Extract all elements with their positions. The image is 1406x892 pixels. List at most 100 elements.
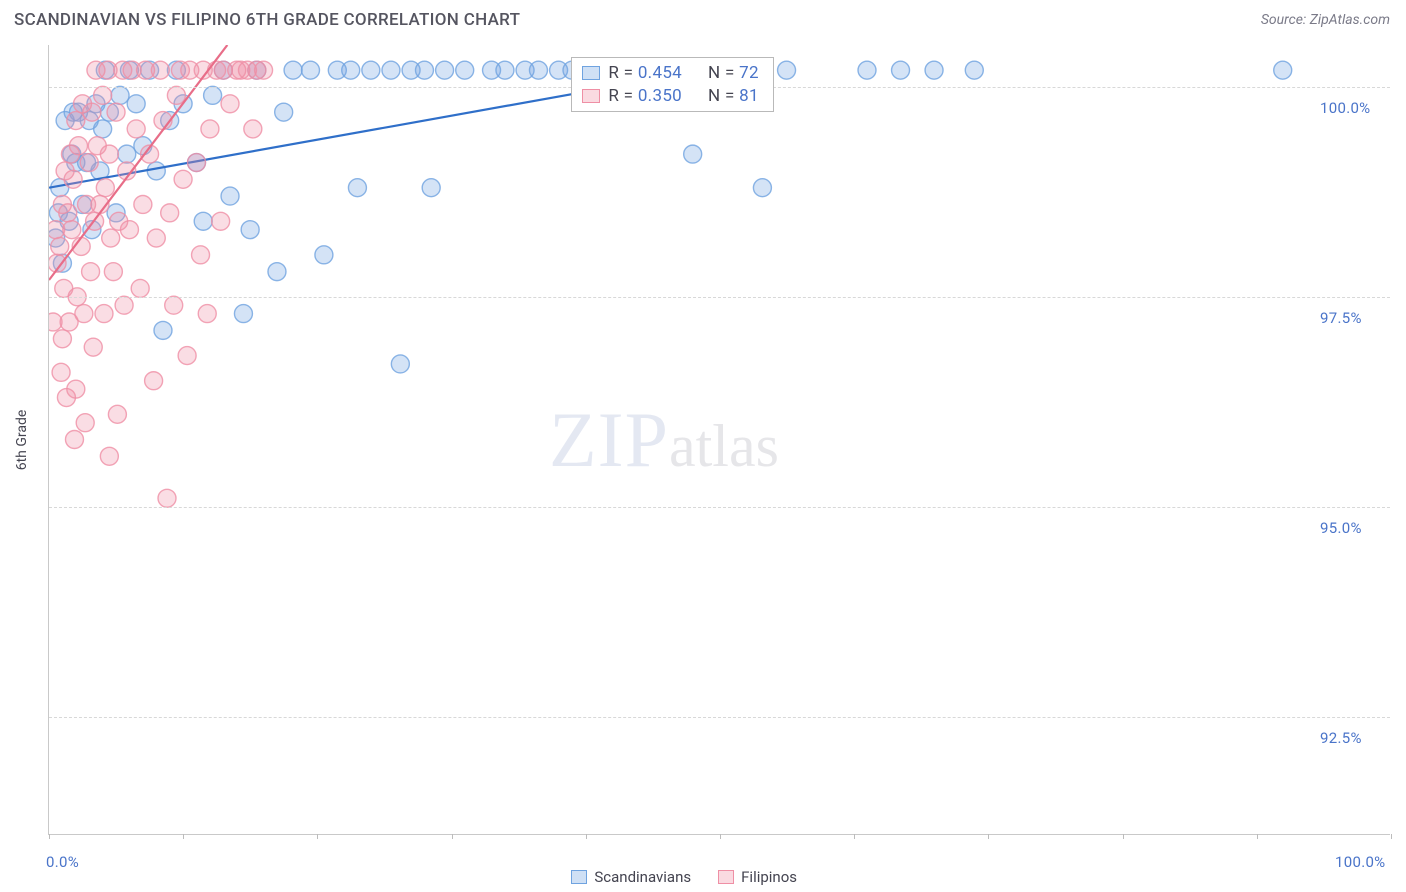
scatter-point bbox=[422, 179, 440, 197]
scatter-point bbox=[201, 120, 219, 138]
scatter-point bbox=[107, 204, 125, 222]
scatter-point bbox=[115, 296, 133, 314]
scatter-point bbox=[83, 221, 101, 239]
scatter-point bbox=[65, 431, 83, 449]
scatter-point bbox=[91, 162, 109, 180]
scatter-point bbox=[118, 145, 136, 163]
scatter-point bbox=[134, 137, 152, 155]
x-tick bbox=[586, 834, 587, 839]
scatter-point bbox=[57, 389, 75, 407]
scatter-point bbox=[100, 103, 118, 121]
scatter-point bbox=[382, 61, 400, 79]
scatter-point bbox=[51, 237, 69, 255]
scatter-point bbox=[108, 405, 126, 423]
x-tick bbox=[49, 834, 50, 839]
scatter-point bbox=[94, 86, 112, 104]
gridline bbox=[49, 297, 1390, 298]
scatter-point bbox=[402, 61, 420, 79]
scatter-point bbox=[154, 321, 172, 339]
watermark: ZIPatlas bbox=[549, 395, 779, 485]
scatter-point bbox=[87, 95, 105, 113]
scatter-point bbox=[61, 145, 79, 163]
scatter-point bbox=[94, 120, 112, 138]
scatter-point bbox=[111, 86, 129, 104]
scatter-point bbox=[965, 61, 983, 79]
scatter-point bbox=[74, 95, 92, 113]
scatter-point bbox=[114, 61, 132, 79]
scatter-point bbox=[214, 61, 232, 79]
scatter-point bbox=[161, 112, 179, 130]
scatter-point bbox=[208, 61, 226, 79]
scatter-point bbox=[96, 179, 114, 197]
legend-swatch bbox=[718, 870, 734, 884]
scatter-point bbox=[362, 61, 380, 79]
scatter-point bbox=[83, 103, 101, 121]
scatter-point bbox=[516, 61, 534, 79]
scatter-point bbox=[221, 95, 239, 113]
scatter-point bbox=[127, 120, 145, 138]
scatter-point bbox=[158, 489, 176, 507]
scatter-point bbox=[104, 263, 122, 281]
scatter-point bbox=[53, 330, 71, 348]
scatter-point bbox=[684, 145, 702, 163]
x-tick bbox=[1123, 834, 1124, 839]
scatter-point bbox=[123, 61, 141, 79]
scatter-point bbox=[110, 212, 128, 230]
scatter-point bbox=[181, 61, 199, 79]
scatter-point bbox=[100, 145, 118, 163]
scatter-point bbox=[1274, 61, 1292, 79]
scatter-point bbox=[137, 61, 155, 79]
scatter-point bbox=[49, 221, 65, 239]
scatter-point bbox=[214, 61, 232, 79]
scatter-point bbox=[415, 61, 433, 79]
scatter-point bbox=[131, 279, 149, 297]
chart-title: SCANDINAVIAN VS FILIPINO 6TH GRADE CORRE… bbox=[14, 10, 520, 30]
scatter-point bbox=[88, 137, 106, 155]
scatter-point bbox=[80, 112, 98, 130]
scatter-point bbox=[49, 254, 66, 272]
legend-swatch bbox=[571, 870, 587, 884]
y-tick-label: 97.5% bbox=[1320, 309, 1394, 327]
scatter-point bbox=[151, 61, 169, 79]
scatter-point bbox=[118, 162, 136, 180]
scatter-point bbox=[255, 61, 273, 79]
scatter-point bbox=[55, 279, 73, 297]
scatter-point bbox=[67, 154, 85, 172]
scatter-point bbox=[858, 61, 876, 79]
scatter-point bbox=[275, 103, 293, 121]
y-tick-label: 95.0% bbox=[1320, 519, 1394, 537]
scatter-point bbox=[212, 212, 230, 230]
x-tick bbox=[452, 834, 453, 839]
scatter-point bbox=[194, 61, 212, 79]
scatter-point bbox=[198, 305, 216, 323]
scatter-point bbox=[483, 61, 501, 79]
scatter-point bbox=[192, 246, 210, 264]
scatter-point bbox=[102, 229, 120, 247]
gridline bbox=[49, 507, 1390, 508]
scatter-point bbox=[72, 237, 90, 255]
x-label-right: 100.0% bbox=[1335, 853, 1385, 871]
scatter-point bbox=[96, 61, 114, 79]
scatter-point bbox=[147, 162, 165, 180]
scatter-point bbox=[174, 170, 192, 188]
scatter-point bbox=[99, 61, 117, 79]
scatter-point bbox=[248, 61, 266, 79]
scatter-point bbox=[348, 179, 366, 197]
scatter-point bbox=[234, 305, 252, 323]
scatter-point bbox=[456, 61, 474, 79]
scatter-point bbox=[244, 120, 262, 138]
scatter-point bbox=[59, 204, 77, 222]
scatter-point bbox=[753, 179, 771, 197]
scatter-point bbox=[60, 313, 78, 331]
scatter-point bbox=[78, 195, 96, 213]
scatter-point bbox=[75, 305, 93, 323]
scatter-point bbox=[60, 212, 78, 230]
scatter-point bbox=[238, 61, 256, 79]
bottom-legend: ScandinaviansFilipinos bbox=[571, 868, 817, 886]
scatter-point bbox=[70, 137, 88, 155]
scatter-point bbox=[53, 195, 71, 213]
scatter-point bbox=[167, 61, 185, 79]
scatter-point bbox=[76, 414, 94, 432]
scatter-point bbox=[80, 154, 98, 172]
scatter-point bbox=[64, 170, 82, 188]
